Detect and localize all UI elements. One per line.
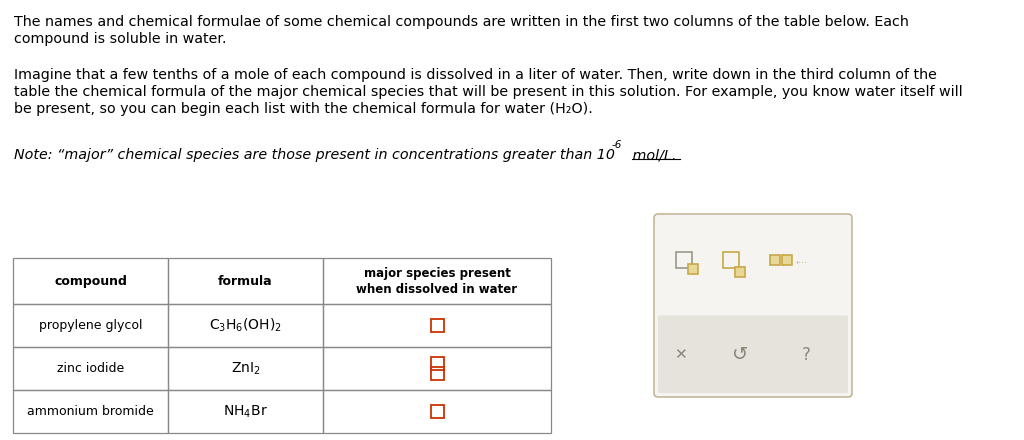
Bar: [168, 347, 323, 390]
Bar: [782, 255, 792, 265]
Bar: [770, 255, 780, 265]
Bar: [430, 367, 443, 380]
Text: mol/L.: mol/L.: [628, 148, 677, 162]
Text: -6: -6: [612, 140, 623, 150]
Bar: [168, 390, 323, 433]
FancyBboxPatch shape: [654, 214, 852, 397]
Bar: [430, 357, 443, 370]
Text: compound: compound: [54, 275, 127, 287]
Text: table the chemical formula of the major chemical species that will be present in: table the chemical formula of the major …: [14, 85, 963, 99]
Bar: [688, 264, 698, 274]
Bar: [13, 258, 168, 304]
Text: formula: formula: [218, 275, 272, 287]
Bar: [168, 304, 323, 347]
Text: major species present
when dissolved in water: major species present when dissolved in …: [356, 267, 517, 296]
Bar: [13, 347, 168, 390]
FancyBboxPatch shape: [658, 315, 848, 393]
Text: compound is soluble in water.: compound is soluble in water.: [14, 32, 226, 46]
Text: ammonium bromide: ammonium bromide: [27, 405, 154, 418]
Text: $\mathregular{ZnI_2}$: $\mathregular{ZnI_2}$: [230, 360, 260, 377]
Text: $\mathregular{C_3H_6(OH)_2}$: $\mathregular{C_3H_6(OH)_2}$: [209, 317, 282, 334]
Bar: [13, 390, 168, 433]
Text: Note: “major” chemical species are those present in concentrations greater than : Note: “major” chemical species are those…: [14, 148, 615, 162]
Text: zinc iodide: zinc iodide: [57, 362, 124, 375]
Text: ↺: ↺: [732, 345, 749, 364]
Bar: [735, 267, 745, 277]
Bar: [676, 252, 692, 268]
Text: $\mathregular{NH_4Br}$: $\mathregular{NH_4Br}$: [223, 403, 268, 420]
Bar: [723, 252, 739, 268]
Bar: [323, 390, 551, 433]
Text: ,...: ,...: [795, 255, 807, 265]
Bar: [323, 304, 551, 347]
Bar: [430, 319, 443, 332]
Text: ✕: ✕: [674, 347, 686, 362]
Bar: [168, 258, 323, 304]
Bar: [430, 405, 443, 418]
Text: propylene glycol: propylene glycol: [39, 319, 142, 332]
Text: be present, so you can begin each list with the chemical formula for water (H₂O): be present, so you can begin each list w…: [14, 102, 593, 116]
Text: The names and chemical formulae of some chemical compounds are written in the fi: The names and chemical formulae of some …: [14, 15, 909, 29]
Text: ?: ?: [802, 345, 810, 363]
Bar: [323, 258, 551, 304]
Bar: [323, 347, 551, 390]
Bar: [13, 304, 168, 347]
Text: Imagine that a few tenths of a mole of each compound is dissolved in a liter of : Imagine that a few tenths of a mole of e…: [14, 68, 937, 82]
